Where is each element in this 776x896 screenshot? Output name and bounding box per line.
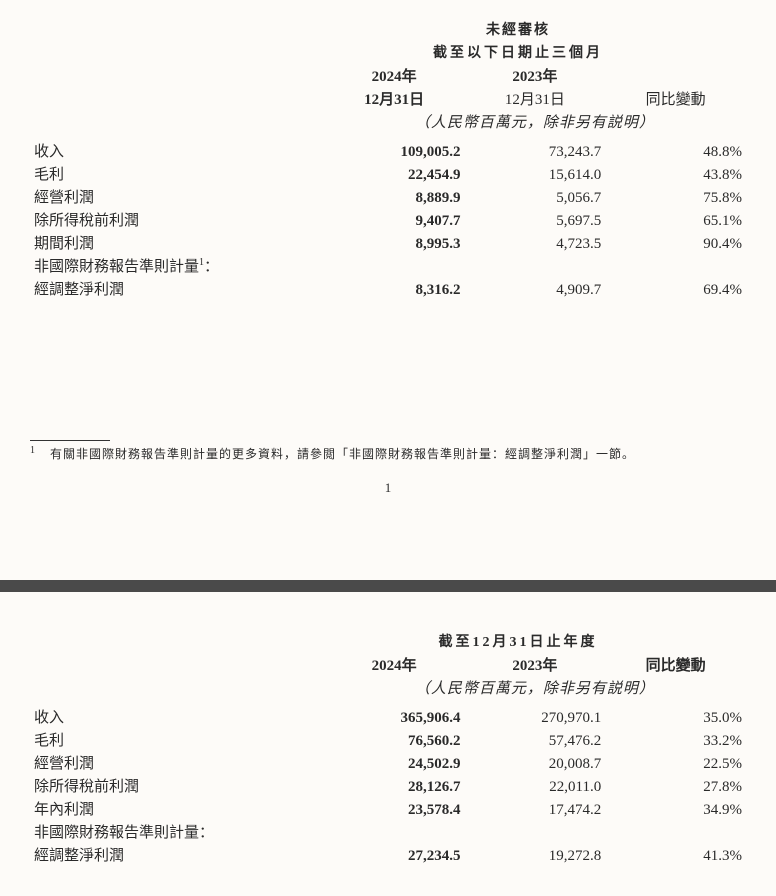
label-adjnet: 經調整淨利潤 [30,277,324,300]
gross-2024: 22,454.9 [324,162,465,185]
footnote-number: 1 [30,445,36,456]
row-gross: 毛利 22,454.9 15,614.0 43.8% [30,162,746,185]
page-number: 1 [30,480,746,496]
adjnet-yoy: 69.4% [605,277,746,300]
year-2024: 2024年 [324,64,465,87]
opprofit2-2023: 20,008.7 [464,751,605,774]
period-2023: 4,723.5 [464,231,605,254]
nonifrs-text: 非國際財務報告準則計量 [34,259,199,275]
period-label-2: 截至12月31日止年度 [310,632,726,653]
unaudited-label: 未經審核 [310,20,726,41]
gross-yoy: 43.8% [605,162,746,185]
page-1: 未經審核 截至以下日期止三個月 2024年 2023年 12月31日 12月31… [0,0,776,580]
pretax-2023: 5,697.5 [464,208,605,231]
year2-2023: 2023年 [464,653,605,676]
label-gross: 毛利 [30,162,324,185]
row-nonifrs-header: 非國際財務報告準則計量1： [30,254,746,277]
opprofit-yoy: 75.8% [605,185,746,208]
label2-yearprofit: 年內利潤 [30,797,324,820]
revenue2-2023: 270,970.1 [464,705,605,728]
label2-pretax: 除所得稅前利潤 [30,774,324,797]
yearprofit-yoy: 34.9% [605,797,746,820]
row-pretax: 除所得稅前利潤 9,407.7 5,697.5 65.1% [30,208,746,231]
adjnet2-yoy: 41.3% [605,843,746,866]
gross2-yoy: 33.2% [605,728,746,751]
unit-row-2: （人民幣百萬元，除非另有説明） [30,676,746,699]
label2-revenue: 收入 [30,705,324,728]
opprofit-2024: 8,889.9 [324,185,465,208]
label2-adjnet: 經調整淨利潤 [30,843,324,866]
revenue-yoy: 48.8% [605,139,746,162]
date-2023: 12月31日 [464,87,605,110]
gross2-2024: 76,560.2 [324,728,465,751]
row2-nonifrs-header: 非國際財務報告準則計量： [30,820,746,843]
label2-gross: 毛利 [30,728,324,751]
opprofit2-yoy: 22.5% [605,751,746,774]
period-2024: 8,995.3 [324,231,465,254]
footnote-text: 有關非國際財務報告準則計量的更多資料，請參閲「非國際財務報告準則計量：經調整淨利… [50,447,635,461]
adjnet2-2023: 19,272.8 [464,843,605,866]
row2-yearprofit: 年內利潤 23,578.4 17,474.2 34.9% [30,797,746,820]
unit-note-2: （人民幣百萬元，除非另有説明） [324,676,746,699]
financial-table-quarter: 2024年 2023年 12月31日 12月31日 同比變動 （人民幣百萬元，除… [30,64,746,300]
date-row: 12月31日 12月31日 同比變動 [30,87,746,110]
revenue2-2024: 365,906.4 [324,705,465,728]
gross2-2023: 57,476.2 [464,728,605,751]
pretax2-2023: 22,011.0 [464,774,605,797]
row2-gross: 毛利 76,560.2 57,476.2 33.2% [30,728,746,751]
opprofit-2023: 5,056.7 [464,185,605,208]
unit-row: （人民幣百萬元，除非另有説明） [30,110,746,133]
row-opprofit: 經營利潤 8,889.9 5,056.7 75.8% [30,185,746,208]
adjnet2-2024: 27,234.5 [324,843,465,866]
yoy-header: 同比變動 [605,87,746,110]
pretax-yoy: 65.1% [605,208,746,231]
date-2024: 12月31日 [324,87,465,110]
year-row: 2024年 2023年 [30,64,746,87]
label-pretax: 除所得稅前利潤 [30,208,324,231]
table1-header: 未經審核 截至以下日期止三個月 [310,20,726,64]
financial-table-annual: 2024年 2023年 同比變動 （人民幣百萬元，除非另有説明） 收入 365,… [30,653,746,866]
year-row-2: 2024年 2023年 同比變動 [30,653,746,676]
revenue-2024: 109,005.2 [324,139,465,162]
page-separator [0,580,776,592]
label2-opprofit: 經營利潤 [30,751,324,774]
unit-note: （人民幣百萬元，除非另有説明） [324,110,746,133]
revenue-2023: 73,243.7 [464,139,605,162]
row2-adjnet: 經調整淨利潤 27,234.5 19,272.8 41.3% [30,843,746,866]
yearprofit-2023: 17,474.2 [464,797,605,820]
page-2: 截至12月31日止年度 2024年 2023年 同比變動 （人民幣百萬元，除非另… [0,592,776,896]
row-periodprofit: 期間利潤 8,995.3 4,723.5 90.4% [30,231,746,254]
period-label: 截至以下日期止三個月 [310,43,726,64]
footnote-rule [30,440,110,441]
label-revenue: 收入 [30,139,324,162]
row2-opprofit: 經營利潤 24,502.9 20,008.7 22.5% [30,751,746,774]
period-yoy: 90.4% [605,231,746,254]
adjnet-2023: 4,909.7 [464,277,605,300]
revenue2-yoy: 35.0% [605,705,746,728]
footnote-1: 1 有關非國際財務報告準則計量的更多資料，請參閲「非國際財務報告準則計量：經調整淨… [30,445,746,462]
label-periodprofit: 期間利潤 [30,231,324,254]
opprofit2-2024: 24,502.9 [324,751,465,774]
label2-nonifrs: 非國際財務報告準則計量： [30,820,324,843]
pretax2-2024: 28,126.7 [324,774,465,797]
pretax2-yoy: 27.8% [605,774,746,797]
label-opprofit: 經營利潤 [30,185,324,208]
row2-pretax: 除所得稅前利潤 28,126.7 22,011.0 27.8% [30,774,746,797]
yearprofit-2024: 23,578.4 [324,797,465,820]
table2-header: 截至12月31日止年度 [310,632,726,653]
gross-2023: 15,614.0 [464,162,605,185]
year-2023: 2023年 [464,64,605,87]
row2-revenue: 收入 365,906.4 270,970.1 35.0% [30,705,746,728]
pretax-2024: 9,407.7 [324,208,465,231]
year2-2024: 2024年 [324,653,465,676]
yoy-header-2: 同比變動 [605,653,746,676]
nonifrs-colon: ： [204,259,219,275]
label-nonifrs: 非國際財務報告準則計量1： [30,254,324,277]
row-adjnet: 經調整淨利潤 8,316.2 4,909.7 69.4% [30,277,746,300]
row-revenue: 收入 109,005.2 73,243.7 48.8% [30,139,746,162]
adjnet-2024: 8,316.2 [324,277,465,300]
